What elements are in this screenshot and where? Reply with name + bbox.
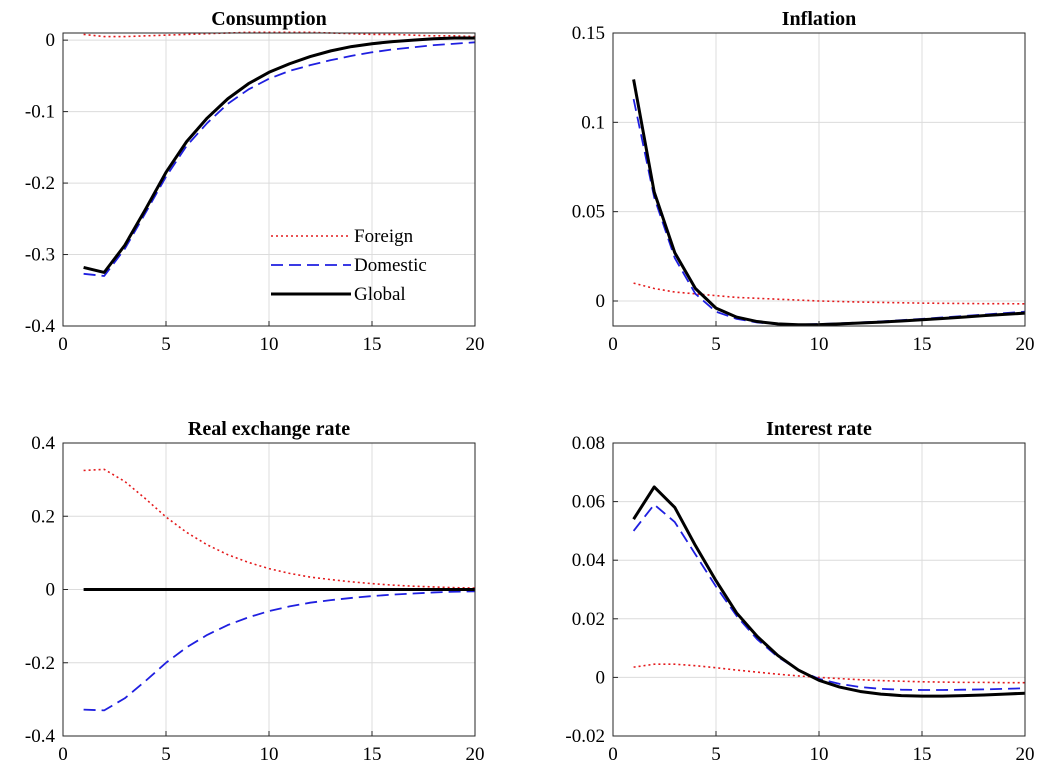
y-tick-label: 0.08: [572, 433, 605, 454]
x-tick-label: 5: [711, 744, 721, 765]
y-tick-label: 0: [46, 30, 56, 51]
x-tick-label: 15: [913, 334, 932, 355]
y-tick-label: -0.02: [565, 726, 605, 747]
legend-item-foreign: Foreign: [271, 226, 414, 247]
panel-title: Inflation: [782, 8, 856, 30]
x-tick-label: 0: [58, 334, 68, 355]
x-tick-label: 15: [913, 744, 932, 765]
series-line-foreign: [83, 31, 476, 38]
x-tick-label: 15: [363, 334, 382, 355]
y-tick-label: -0.1: [25, 102, 55, 123]
series-line-foreign: [633, 282, 1026, 305]
panel-title: Consumption: [211, 8, 327, 30]
series-line-domestic: [83, 41, 476, 277]
y-tick-label: 0.06: [572, 492, 605, 513]
x-tick-label: 10: [810, 744, 829, 765]
x-tick-label: 15: [363, 744, 382, 765]
x-tick-label: 10: [260, 744, 279, 765]
y-tick-label: 0: [596, 667, 606, 688]
series-line-global: [632, 485, 1026, 698]
x-tick-label: 0: [58, 744, 68, 765]
y-tick-label: -0.4: [25, 726, 56, 747]
legend-label: Domestic: [354, 255, 427, 276]
y-tick-label: 0.2: [31, 506, 55, 527]
legend-label: Global: [354, 284, 406, 305]
x-tick-label: 20: [1016, 334, 1035, 355]
legend-label: Foreign: [354, 226, 414, 247]
y-tick-label: -0.3: [25, 245, 55, 266]
x-tick-label: 5: [161, 334, 171, 355]
y-tick-label: 0: [596, 291, 606, 312]
y-tick-label: 0.4: [31, 433, 55, 454]
x-tick-label: 5: [161, 744, 171, 765]
panel-title: Real exchange rate: [188, 418, 350, 440]
legend: Foreign Domestic Global: [271, 226, 427, 305]
y-tick-label: -0.2: [25, 653, 55, 674]
series-line-global: [632, 79, 1026, 327]
series-line-domestic: [83, 590, 476, 712]
y-tick-label: 0.02: [572, 609, 605, 630]
y-tick-label: 0: [46, 580, 56, 601]
y-tick-label: -0.2: [25, 173, 55, 194]
panel-title: Interest rate: [766, 418, 872, 440]
x-tick-label: 0: [608, 334, 618, 355]
y-tick-label: -0.4: [25, 316, 56, 337]
y-tick-label: 0.1: [581, 112, 605, 133]
x-tick-label: 10: [810, 334, 829, 355]
series-line-domestic: [632, 503, 1026, 691]
series-line-foreign: [83, 468, 476, 589]
y-tick-label: 0.04: [572, 550, 606, 571]
x-tick-label: 10: [260, 334, 279, 355]
legend-item-global: Global: [271, 284, 406, 305]
series-line-global: [83, 36, 475, 274]
x-tick-label: 20: [466, 744, 485, 765]
y-tick-label: 0.15: [572, 23, 605, 44]
series-line-foreign: [633, 663, 1025, 684]
x-tick-label: 5: [711, 334, 721, 355]
panel-consumption: 0 5 10 15 20 -0.4 -0.3 -0.2 -0.1 0 Consumption Fore…: [25, 8, 485, 355]
panel-inflation: 0 5 10 15 20 0 0.05 0.1 0.15 Inflation: [572, 8, 1035, 355]
x-tick-label: 0: [608, 744, 618, 765]
panel-real-exchange-rate: 0 5 10 15 20 -0.4 -0.2 0 0.2 0.4 Real exchange rat…: [25, 418, 485, 765]
y-tick-label: 0.05: [572, 202, 605, 223]
x-tick-label: 20: [1016, 744, 1035, 765]
legend-item-domestic: Domestic: [271, 255, 427, 276]
x-tick-label: 20: [466, 334, 485, 355]
